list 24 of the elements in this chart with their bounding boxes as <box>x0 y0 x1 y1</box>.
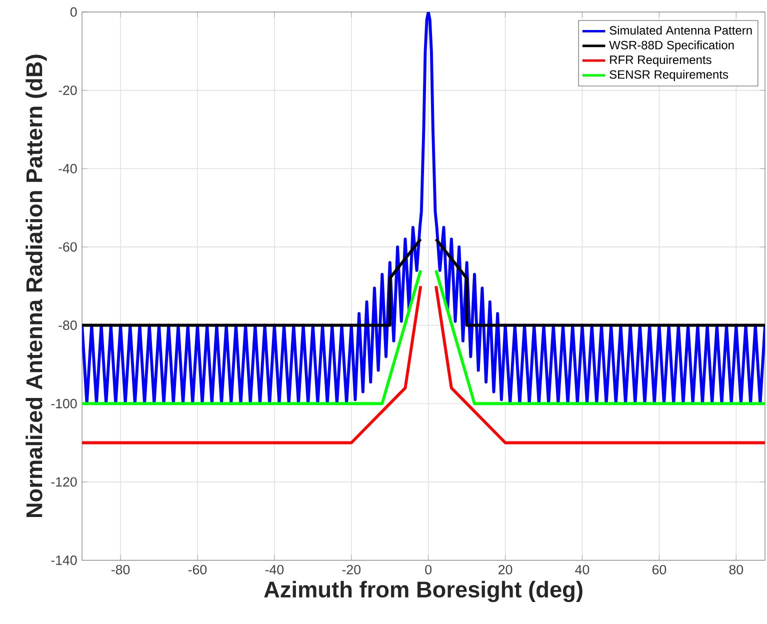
y-tick-label: -20 <box>58 85 77 95</box>
y-tick-label: 0 <box>70 7 77 17</box>
x-axis-title: Azimuth from Boresight (deg) <box>264 580 582 602</box>
y-tick-label: -120 <box>51 477 77 487</box>
x-tick-label: 0 <box>425 564 432 574</box>
legend-label: WSR-88D Specification <box>609 40 734 52</box>
y-tick-label: -40 <box>58 164 77 174</box>
legend-label: Simulated Antenna Pattern <box>610 26 752 35</box>
legend-label: RFR Requirements <box>610 55 712 66</box>
x-tick-label: -40 <box>265 564 284 574</box>
y-tick-label: -140 <box>51 555 77 565</box>
y-tick-label: -60 <box>58 242 77 252</box>
legend-label: SENSR Requirements <box>610 70 728 81</box>
line-series <box>82 12 766 405</box>
y-axis-title: Normalized Antenna Radiation Pattern (dB) <box>26 54 47 517</box>
x-tick-label: 80 <box>729 564 744 574</box>
x-tick-label: 40 <box>575 564 590 574</box>
y-tick-label: -80 <box>58 320 77 330</box>
x-tick-label: 20 <box>498 564 512 574</box>
x-tick-label: 60 <box>652 564 666 574</box>
y-tick-label: -100 <box>51 398 77 408</box>
x-tick-label: -80 <box>111 564 130 574</box>
x-tick-label: -20 <box>342 564 360 574</box>
x-tick-label: -60 <box>188 564 207 574</box>
